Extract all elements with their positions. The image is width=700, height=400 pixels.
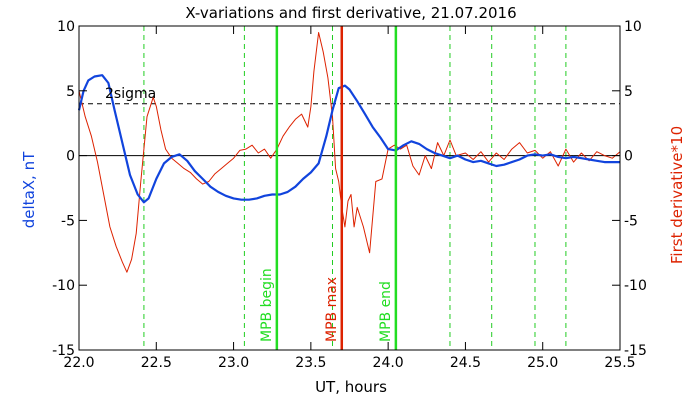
- series-line-derivative: [78, 32, 621, 273]
- axis-ticks: 22.0 22.5 23.0 23.5 24.0 24.5 25.0 25.5-15 -15-1…: [52, 19, 647, 371]
- y-tick-label-right: -15: [624, 343, 647, 359]
- y-tick-label-left: 5: [66, 84, 75, 100]
- x-tick-label: 24.5: [450, 355, 481, 371]
- y-tick-label-right: 5: [624, 84, 633, 100]
- y-tick-label-left: -5: [61, 213, 75, 229]
- y-tick-label-left: 10: [57, 19, 75, 35]
- event-label: MPB begin: [259, 268, 275, 342]
- chart-title: X-variations and first derivative, 21.07…: [185, 4, 516, 22]
- series-lines: [77, 32, 621, 273]
- event-label: MPB max: [324, 277, 340, 342]
- x-tick-label: 23.5: [295, 355, 326, 371]
- y-tick-label-left: -10: [52, 278, 75, 294]
- x-tick-label: 23.0: [218, 355, 249, 371]
- event-label: MPB end: [378, 281, 394, 342]
- plot-frame: [78, 25, 621, 351]
- x-axis-label: UT, hours: [315, 378, 387, 396]
- y-tick-label-left: -15: [52, 343, 75, 359]
- y-axis-label-right: First derivative*10: [668, 126, 686, 264]
- y-tick-label-right: 0: [624, 149, 633, 165]
- threshold-label: 2sigma: [105, 86, 156, 102]
- x-tick-label: 22.5: [141, 355, 172, 371]
- y-axis-label-left: deltaX, nT: [20, 151, 38, 228]
- y-tick-label-right: 10: [624, 19, 642, 35]
- x-tick-label: 24.0: [373, 355, 404, 371]
- reference-lines: [79, 103, 620, 157]
- series-line-deltaX: [77, 74, 620, 204]
- x-tick-label: 25.0: [527, 355, 558, 371]
- y-tick-label-right: -10: [624, 278, 647, 294]
- x-tick-label: 25.5: [604, 355, 635, 371]
- y-tick-label-right: -5: [624, 213, 638, 229]
- x-tick-label: 22.0: [63, 355, 94, 371]
- dashed-vertical-lines: [143, 26, 567, 350]
- event-lines: MPB begin MPB max MPB end: [259, 26, 398, 350]
- y-tick-label-left: 0: [66, 149, 75, 165]
